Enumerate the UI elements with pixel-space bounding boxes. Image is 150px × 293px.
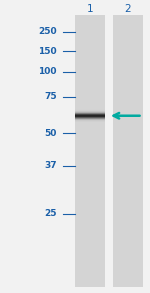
Text: 250: 250 (38, 27, 57, 36)
Bar (112, 15, 142, 287)
Text: 1: 1 (87, 4, 93, 14)
Text: 37: 37 (44, 161, 57, 170)
Bar (75, 15, 105, 287)
Text: 100: 100 (39, 67, 57, 76)
Text: 2: 2 (124, 4, 131, 14)
Text: 25: 25 (45, 209, 57, 218)
Text: 50: 50 (45, 129, 57, 138)
Text: 150: 150 (38, 47, 57, 56)
Text: 75: 75 (44, 92, 57, 101)
